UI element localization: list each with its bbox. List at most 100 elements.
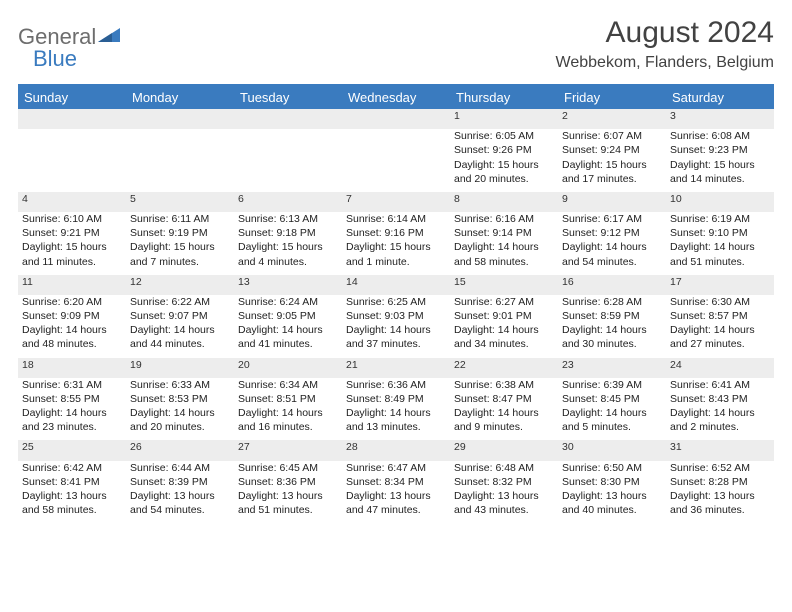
day-number-row: 18192021222324 bbox=[18, 358, 774, 378]
day-number-cell: 12 bbox=[126, 275, 234, 295]
sunset-text: Sunset: 9:23 PM bbox=[670, 143, 770, 157]
daylight-text: Daylight: 14 hours and 20 minutes. bbox=[130, 406, 230, 434]
day-number: 4 bbox=[22, 193, 28, 205]
daylight-text: Daylight: 14 hours and 27 minutes. bbox=[670, 323, 770, 351]
daylight-text: Daylight: 14 hours and 13 minutes. bbox=[346, 406, 446, 434]
day-number: 31 bbox=[670, 441, 682, 453]
sunset-text: Sunset: 8:32 PM bbox=[454, 475, 554, 489]
day-detail-cell: Sunrise: 6:34 AMSunset: 8:51 PMDaylight:… bbox=[234, 378, 342, 441]
daylight-text: Daylight: 15 hours and 7 minutes. bbox=[130, 240, 230, 268]
title-block: August 2024 Webbekom, Flanders, Belgium bbox=[556, 16, 774, 72]
sunrise-text: Sunrise: 6:50 AM bbox=[562, 461, 662, 475]
sunset-text: Sunset: 9:03 PM bbox=[346, 309, 446, 323]
daylight-text: Daylight: 14 hours and 48 minutes. bbox=[22, 323, 122, 351]
daylight-text: Daylight: 15 hours and 1 minute. bbox=[346, 240, 446, 268]
day-number-row: 25262728293031 bbox=[18, 440, 774, 460]
calendar-table: Sunday Monday Tuesday Wednesday Thursday… bbox=[18, 86, 774, 523]
day-detail-cell bbox=[234, 129, 342, 192]
day-number: 14 bbox=[346, 276, 358, 288]
sunrise-text: Sunrise: 6:52 AM bbox=[670, 461, 770, 475]
sunrise-text: Sunrise: 6:45 AM bbox=[238, 461, 338, 475]
day-detail-cell: Sunrise: 6:05 AMSunset: 9:26 PMDaylight:… bbox=[450, 129, 558, 192]
day-number: 19 bbox=[130, 359, 142, 371]
day-detail-row: Sunrise: 6:42 AMSunset: 8:41 PMDaylight:… bbox=[18, 461, 774, 524]
day-detail-cell: Sunrise: 6:14 AMSunset: 9:16 PMDaylight:… bbox=[342, 212, 450, 275]
sunset-text: Sunset: 9:19 PM bbox=[130, 226, 230, 240]
day-detail-cell: Sunrise: 6:20 AMSunset: 9:09 PMDaylight:… bbox=[18, 295, 126, 358]
sunrise-text: Sunrise: 6:22 AM bbox=[130, 295, 230, 309]
day-number: 16 bbox=[562, 276, 574, 288]
sunrise-text: Sunrise: 6:10 AM bbox=[22, 212, 122, 226]
sunset-text: Sunset: 8:36 PM bbox=[238, 475, 338, 489]
sunrise-text: Sunrise: 6:44 AM bbox=[130, 461, 230, 475]
day-detail-cell: Sunrise: 6:39 AMSunset: 8:45 PMDaylight:… bbox=[558, 378, 666, 441]
day-number: 23 bbox=[562, 359, 574, 371]
day-detail-cell: Sunrise: 6:48 AMSunset: 8:32 PMDaylight:… bbox=[450, 461, 558, 524]
daylight-text: Daylight: 15 hours and 17 minutes. bbox=[562, 158, 662, 186]
sunrise-text: Sunrise: 6:47 AM bbox=[346, 461, 446, 475]
weekday-header: Wednesday bbox=[342, 86, 450, 109]
day-number: 21 bbox=[346, 359, 358, 371]
sunset-text: Sunset: 8:51 PM bbox=[238, 392, 338, 406]
day-number-cell: 28 bbox=[342, 440, 450, 460]
daylight-text: Daylight: 14 hours and 37 minutes. bbox=[346, 323, 446, 351]
day-number-cell: 27 bbox=[234, 440, 342, 460]
sunset-text: Sunset: 9:24 PM bbox=[562, 143, 662, 157]
day-detail-cell: Sunrise: 6:36 AMSunset: 8:49 PMDaylight:… bbox=[342, 378, 450, 441]
day-number-cell: 31 bbox=[666, 440, 774, 460]
day-detail-cell: Sunrise: 6:16 AMSunset: 9:14 PMDaylight:… bbox=[450, 212, 558, 275]
day-number-cell: 30 bbox=[558, 440, 666, 460]
sunrise-text: Sunrise: 6:28 AM bbox=[562, 295, 662, 309]
day-number-cell: 23 bbox=[558, 358, 666, 378]
day-number: 15 bbox=[454, 276, 466, 288]
sunset-text: Sunset: 9:18 PM bbox=[238, 226, 338, 240]
day-detail-cell: Sunrise: 6:33 AMSunset: 8:53 PMDaylight:… bbox=[126, 378, 234, 441]
day-number: 11 bbox=[22, 276, 33, 288]
daylight-text: Daylight: 13 hours and 58 minutes. bbox=[22, 489, 122, 517]
sunrise-text: Sunrise: 6:24 AM bbox=[238, 295, 338, 309]
sunrise-text: Sunrise: 6:27 AM bbox=[454, 295, 554, 309]
sunrise-text: Sunrise: 6:13 AM bbox=[238, 212, 338, 226]
sunset-text: Sunset: 9:21 PM bbox=[22, 226, 122, 240]
daylight-text: Daylight: 14 hours and 5 minutes. bbox=[562, 406, 662, 434]
day-detail-row: Sunrise: 6:31 AMSunset: 8:55 PMDaylight:… bbox=[18, 378, 774, 441]
day-detail-cell: Sunrise: 6:17 AMSunset: 9:12 PMDaylight:… bbox=[558, 212, 666, 275]
day-number: 10 bbox=[670, 193, 682, 205]
day-detail-cell: Sunrise: 6:52 AMSunset: 8:28 PMDaylight:… bbox=[666, 461, 774, 524]
sunset-text: Sunset: 8:34 PM bbox=[346, 475, 446, 489]
day-detail-cell: Sunrise: 6:28 AMSunset: 8:59 PMDaylight:… bbox=[558, 295, 666, 358]
day-detail-cell: Sunrise: 6:10 AMSunset: 9:21 PMDaylight:… bbox=[18, 212, 126, 275]
day-number: 1 bbox=[454, 110, 460, 122]
sunrise-text: Sunrise: 6:20 AM bbox=[22, 295, 122, 309]
day-number-cell: 29 bbox=[450, 440, 558, 460]
sunrise-text: Sunrise: 6:25 AM bbox=[346, 295, 446, 309]
daylight-text: Daylight: 13 hours and 47 minutes. bbox=[346, 489, 446, 517]
sunrise-text: Sunrise: 6:30 AM bbox=[670, 295, 770, 309]
day-detail-cell: Sunrise: 6:50 AMSunset: 8:30 PMDaylight:… bbox=[558, 461, 666, 524]
sunset-text: Sunset: 9:09 PM bbox=[22, 309, 122, 323]
day-detail-cell: Sunrise: 6:47 AMSunset: 8:34 PMDaylight:… bbox=[342, 461, 450, 524]
day-number-cell bbox=[126, 109, 234, 129]
day-number: 25 bbox=[22, 441, 34, 453]
day-number-cell: 4 bbox=[18, 192, 126, 212]
day-detail-row: Sunrise: 6:10 AMSunset: 9:21 PM Daylight:… bbox=[18, 212, 774, 275]
day-detail-cell: Sunrise: 6:27 AMSunset: 9:01 PMDaylight:… bbox=[450, 295, 558, 358]
day-detail-cell: Sunrise: 6:45 AMSunset: 8:36 PMDaylight:… bbox=[234, 461, 342, 524]
sunset-text: Sunset: 8:30 PM bbox=[562, 475, 662, 489]
day-number-cell: 13 bbox=[234, 275, 342, 295]
sunset-text: Sunset: 9:07 PM bbox=[130, 309, 230, 323]
sunrise-text: Sunrise: 6:05 AM bbox=[454, 129, 554, 143]
day-number: 13 bbox=[238, 276, 250, 288]
daylight-text: Daylight: 13 hours and 36 minutes. bbox=[670, 489, 770, 517]
sunset-text: Sunset: 9:26 PM bbox=[454, 143, 554, 157]
day-number-cell: 10 bbox=[666, 192, 774, 212]
sunrise-text: Sunrise: 6:11 AM bbox=[130, 212, 230, 226]
day-number: 24 bbox=[670, 359, 682, 371]
sunrise-text: Sunrise: 6:36 AM bbox=[346, 378, 446, 392]
sunset-text: Sunset: 8:41 PM bbox=[22, 475, 122, 489]
daylight-text: Daylight: 14 hours and 23 minutes. bbox=[22, 406, 122, 434]
sunrise-text: Sunrise: 6:19 AM bbox=[670, 212, 770, 226]
sunrise-text: Sunrise: 6:42 AM bbox=[22, 461, 122, 475]
sunrise-text: Sunrise: 6:16 AM bbox=[454, 212, 554, 226]
weekday-header: Thursday bbox=[450, 86, 558, 109]
